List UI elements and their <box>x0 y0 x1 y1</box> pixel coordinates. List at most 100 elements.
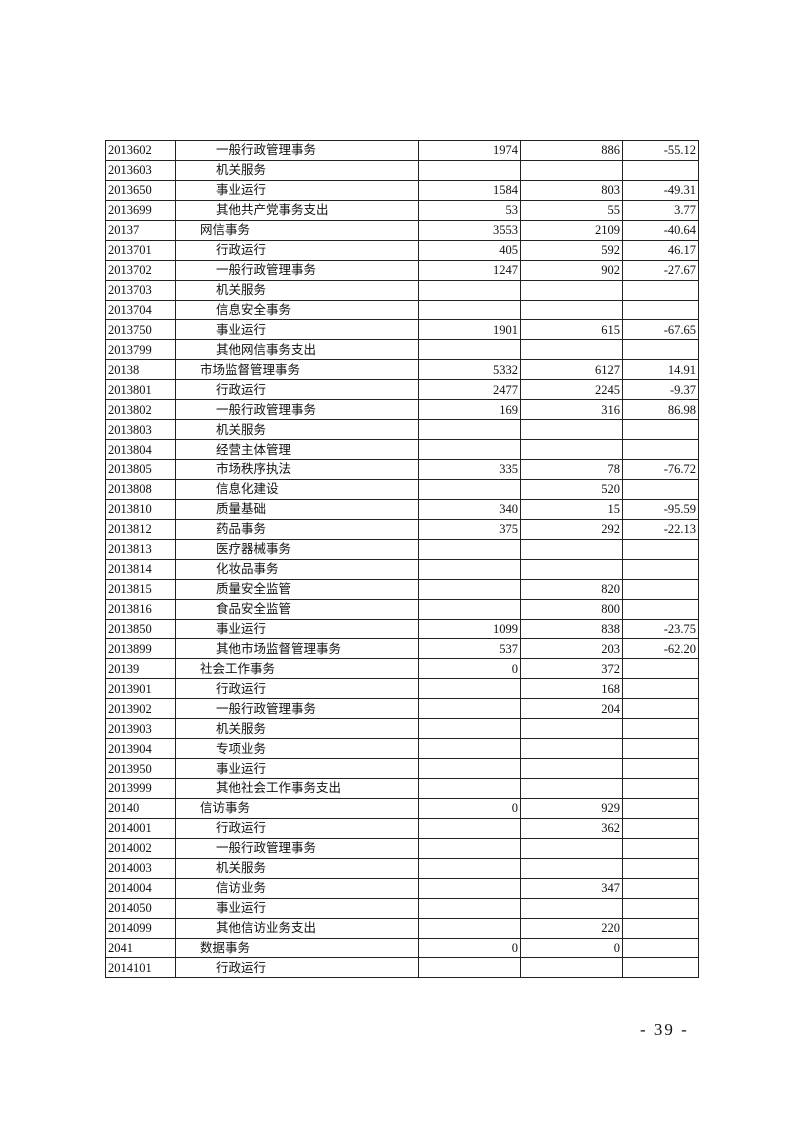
name-cell: 其他网信事务支出 <box>175 339 419 361</box>
value-cell-2: 168 <box>520 678 623 700</box>
change-percent-cell <box>622 419 699 441</box>
table-row: 2013815 质量安全监管 820 <box>105 578 699 600</box>
value-cell-2: 886 <box>520 140 623 161</box>
change-percent-cell <box>622 718 699 740</box>
value-cell-1 <box>418 439 521 460</box>
table-row: 2013810 质量基础 340 15 -95.59 <box>105 498 699 520</box>
table-row: 2013816 食品安全监管 800 <box>105 598 699 620</box>
name-cell: 其他社会工作事务支出 <box>175 778 419 799</box>
change-percent-cell <box>622 339 699 361</box>
code-cell: 2014003 <box>105 857 176 879</box>
value-cell-2: 800 <box>520 598 623 620</box>
table-row: 2013814 化妆品事务 <box>105 558 699 580</box>
code-cell: 2013602 <box>105 140 176 161</box>
value-cell-1 <box>418 478 521 500</box>
name-cell: 医疗器械事务 <box>175 538 419 560</box>
value-cell-1: 2477 <box>418 379 521 401</box>
name-cell: 行政运行 <box>175 678 419 700</box>
table-row: 2013603 机关服务 <box>105 159 699 181</box>
value-cell-1 <box>418 419 521 441</box>
code-cell: 2013799 <box>105 339 176 361</box>
value-cell-1 <box>418 758 521 779</box>
name-cell: 行政运行 <box>175 817 419 839</box>
code-cell: 20140 <box>105 797 176 819</box>
table-row: 2013901 行政运行 168 <box>105 678 699 700</box>
name-cell: 质量基础 <box>175 498 419 520</box>
name-cell: 质量安全监管 <box>175 578 419 600</box>
value-cell-1 <box>418 678 521 700</box>
change-percent-cell: -9.37 <box>622 379 699 401</box>
name-cell: 其他信访业务支出 <box>175 917 419 939</box>
value-cell-1: 340 <box>418 498 521 520</box>
table-row: 20139 社会工作事务 0 372 <box>105 658 699 680</box>
budget-table: 2013602 一般行政管理事务 1974 886 -55.12 2013603 机关服务 2… <box>105 140 699 979</box>
table-row: 2013950 事业运行 <box>105 758 699 779</box>
value-cell-1 <box>418 817 521 839</box>
table-row: 2013802 一般行政管理事务 169 316 86.98 <box>105 399 699 421</box>
code-cell: 2013815 <box>105 578 176 600</box>
name-cell: 市场监督管理事务 <box>175 359 419 381</box>
change-percent-cell <box>622 678 699 700</box>
change-percent-cell <box>622 439 699 460</box>
table-row: 2013850 事业运行 1099 838 -23.75 <box>105 618 699 640</box>
change-percent-cell <box>622 279 699 301</box>
table-row: 20138 市场监督管理事务 5332 6127 14.91 <box>105 359 699 381</box>
value-cell-2: 78 <box>520 459 623 480</box>
value-cell-2 <box>520 738 623 760</box>
name-cell: 一般行政管理事务 <box>175 259 419 281</box>
code-cell: 2013899 <box>105 638 176 660</box>
value-cell-2: 55 <box>520 199 623 221</box>
change-percent-cell <box>622 758 699 779</box>
name-cell: 行政运行 <box>175 957 419 979</box>
table-row: 2013812 药品事务 375 292 -22.13 <box>105 518 699 540</box>
name-cell: 机关服务 <box>175 279 419 301</box>
code-cell: 2013950 <box>105 758 176 779</box>
code-cell: 2013901 <box>105 678 176 700</box>
value-cell-1: 1901 <box>418 319 521 341</box>
name-cell: 信息安全事务 <box>175 299 419 321</box>
name-cell: 事业运行 <box>175 758 419 779</box>
code-cell: 2014002 <box>105 837 176 859</box>
change-percent-cell <box>622 658 699 680</box>
value-cell-2: 6127 <box>520 359 623 381</box>
name-cell: 社会工作事务 <box>175 658 419 680</box>
table-row: 2013805 市场秩序执法 335 78 -76.72 <box>105 459 699 480</box>
name-cell: 专项业务 <box>175 738 419 760</box>
value-cell-1 <box>418 159 521 181</box>
value-cell-2: 15 <box>520 498 623 520</box>
name-cell: 信息化建设 <box>175 478 419 500</box>
code-cell: 2014101 <box>105 957 176 979</box>
change-percent-cell <box>622 877 699 899</box>
value-cell-1 <box>418 897 521 919</box>
change-percent-cell <box>622 917 699 939</box>
value-cell-2 <box>520 897 623 919</box>
value-cell-2 <box>520 778 623 799</box>
name-cell: 药品事务 <box>175 518 419 540</box>
value-cell-1: 53 <box>418 199 521 221</box>
code-cell: 2014004 <box>105 877 176 899</box>
table-row: 2013704 信息安全事务 <box>105 299 699 321</box>
table-row: 2013899 其他市场监督管理事务 537 203 -62.20 <box>105 638 699 660</box>
name-cell: 信访事务 <box>175 797 419 819</box>
change-percent-cell <box>622 778 699 799</box>
table-row: 2014004 信访业务 347 <box>105 877 699 899</box>
name-cell: 事业运行 <box>175 618 419 640</box>
change-percent-cell: -62.20 <box>622 638 699 660</box>
name-cell: 一般行政管理事务 <box>175 837 419 859</box>
value-cell-2 <box>520 758 623 779</box>
change-percent-cell: -55.12 <box>622 140 699 161</box>
value-cell-2: 362 <box>520 817 623 839</box>
table-row: 2013703 机关服务 <box>105 279 699 301</box>
name-cell: 食品安全监管 <box>175 598 419 620</box>
table-row: 20137 网信事务 3553 2109 -40.64 <box>105 219 699 241</box>
code-cell: 2014099 <box>105 917 176 939</box>
value-cell-1: 3553 <box>418 219 521 241</box>
change-percent-cell: -40.64 <box>622 219 699 241</box>
table-row: 2013904 专项业务 <box>105 738 699 760</box>
value-cell-2 <box>520 538 623 560</box>
change-percent-cell <box>622 578 699 600</box>
value-cell-2: 204 <box>520 698 623 720</box>
value-cell-1 <box>418 598 521 620</box>
value-cell-2: 372 <box>520 658 623 680</box>
change-percent-cell <box>622 299 699 321</box>
